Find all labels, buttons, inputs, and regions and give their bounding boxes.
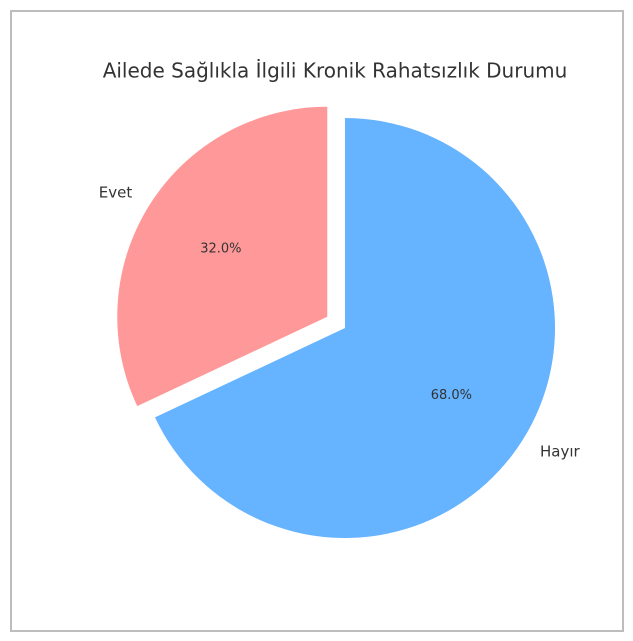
slice-label: Evet [99,183,133,201]
pie-slice [154,118,556,538]
pie-slice [117,106,328,407]
slice-value-label: 68.0% [431,388,472,403]
chart-title: Ailede Sağlıkla İlgili Kronik Rahatsızlı… [103,59,568,83]
slice-label: Hayır [540,442,581,460]
slice-value-label: 32.0% [200,242,241,257]
